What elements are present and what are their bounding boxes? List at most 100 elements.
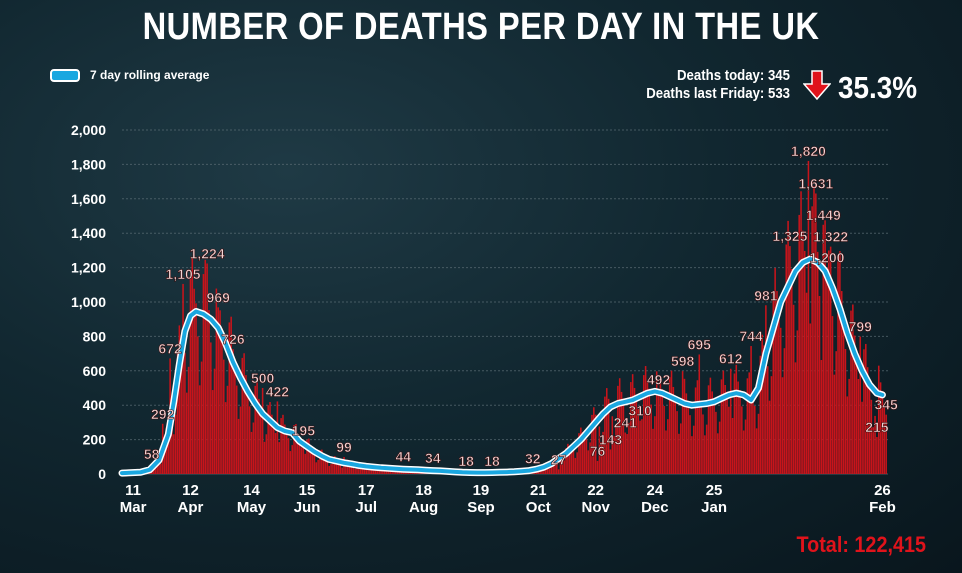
- daily-bar: [334, 456, 336, 474]
- y-tick-label: 2,000: [71, 122, 106, 138]
- daily-bar: [600, 442, 602, 474]
- daily-bar: [644, 366, 647, 474]
- daily-bar: [559, 459, 562, 474]
- daily-bar: [198, 385, 201, 474]
- daily-bar: [654, 416, 656, 474]
- daily-bar: [687, 400, 689, 474]
- daily-bar: [676, 411, 678, 474]
- daily-bar: [866, 367, 869, 474]
- legend-label: 7 day rolling average: [90, 68, 210, 82]
- data-label: 345: [874, 397, 898, 413]
- daily-bar: [304, 453, 306, 474]
- data-label: 292: [151, 406, 175, 422]
- daily-bar: [546, 466, 549, 474]
- y-tick-label: 600: [83, 363, 107, 379]
- x-tick-day: 15: [299, 482, 316, 499]
- daily-bar: [211, 390, 214, 474]
- daily-bar: [754, 406, 756, 474]
- daily-bar: [859, 336, 862, 474]
- daily-bar: [165, 427, 168, 474]
- daily-bar: [755, 428, 758, 474]
- daily-bar: [872, 427, 874, 474]
- daily-bar: [868, 380, 871, 474]
- daily-bar: [700, 400, 702, 474]
- daily-bar: [574, 457, 577, 474]
- data-label: 969: [207, 289, 231, 305]
- daily-bar: [726, 391, 728, 474]
- daily-bar: [802, 230, 804, 474]
- daily-bar: [798, 214, 800, 475]
- daily-bar: [774, 267, 776, 474]
- data-label: 99: [336, 439, 352, 455]
- daily-bar: [272, 421, 275, 474]
- daily-bar: [313, 454, 316, 474]
- daily-bar: [321, 449, 323, 474]
- daily-bar: [707, 385, 710, 474]
- daily-bar: [587, 450, 590, 474]
- daily-bar: [618, 378, 621, 474]
- daily-bar: [728, 406, 730, 474]
- daily-bar: [622, 398, 625, 474]
- data-label: 981: [754, 287, 778, 303]
- y-tick-label: 1,200: [71, 260, 106, 276]
- daily-bar: [215, 288, 218, 474]
- daily-bar: [617, 385, 619, 474]
- daily-bar: [794, 362, 797, 474]
- daily-bar: [232, 349, 234, 474]
- daily-bar: [731, 418, 734, 474]
- daily-bar: [844, 348, 847, 474]
- daily-bar: [705, 424, 708, 474]
- daily-bar: [663, 406, 665, 474]
- daily-bar: [174, 414, 177, 474]
- daily-bar: [661, 389, 664, 474]
- daily-bar: [828, 250, 830, 474]
- x-tick-month: Jul: [355, 499, 377, 516]
- daily-bar: [713, 398, 715, 474]
- daily-bar: [815, 193, 817, 474]
- daily-bar: [809, 323, 812, 474]
- daily-bar: [195, 303, 197, 474]
- daily-bar: [791, 269, 793, 474]
- daily-bar: [291, 445, 293, 474]
- daily-bar: [803, 250, 806, 474]
- daily-bar: [332, 456, 334, 474]
- daily-bar: [776, 291, 778, 474]
- daily-bar: [746, 378, 749, 474]
- daily-bar: [679, 423, 682, 474]
- daily-bar: [591, 414, 593, 474]
- daily-bar: [652, 428, 654, 474]
- daily-bar: [576, 452, 578, 474]
- daily-bar: [213, 368, 216, 474]
- daily-bar: [289, 451, 292, 474]
- data-label: 32: [525, 450, 541, 466]
- daily-bar: [219, 310, 221, 474]
- daily-bar: [816, 251, 819, 474]
- daily-bar: [602, 431, 604, 474]
- daily-bar: [248, 406, 251, 474]
- data-label: 34: [425, 450, 441, 466]
- daily-bar: [295, 424, 297, 474]
- daily-bar: [163, 437, 166, 474]
- daily-bar: [848, 378, 850, 474]
- daily-bar: [840, 291, 843, 474]
- daily-bar: [626, 434, 628, 474]
- total-deaths: Total: 122,415: [796, 532, 926, 557]
- daily-bar: [655, 371, 658, 474]
- daily-bar: [324, 456, 327, 474]
- daily-bar: [855, 352, 858, 474]
- daily-bar: [224, 402, 227, 474]
- data-label: 18: [458, 453, 474, 469]
- daily-bar: [208, 310, 210, 474]
- daily-bar: [630, 382, 632, 474]
- daily-bar: [287, 438, 290, 474]
- daily-bar: [829, 246, 832, 474]
- daily-bar: [635, 394, 638, 474]
- daily-bar: [837, 261, 839, 474]
- daily-bar: [685, 393, 688, 474]
- daily-bar: [563, 460, 565, 474]
- daily-bar: [750, 346, 752, 474]
- daily-bar: [735, 364, 738, 474]
- daily-bar: [698, 354, 701, 474]
- daily-bar: [583, 433, 586, 474]
